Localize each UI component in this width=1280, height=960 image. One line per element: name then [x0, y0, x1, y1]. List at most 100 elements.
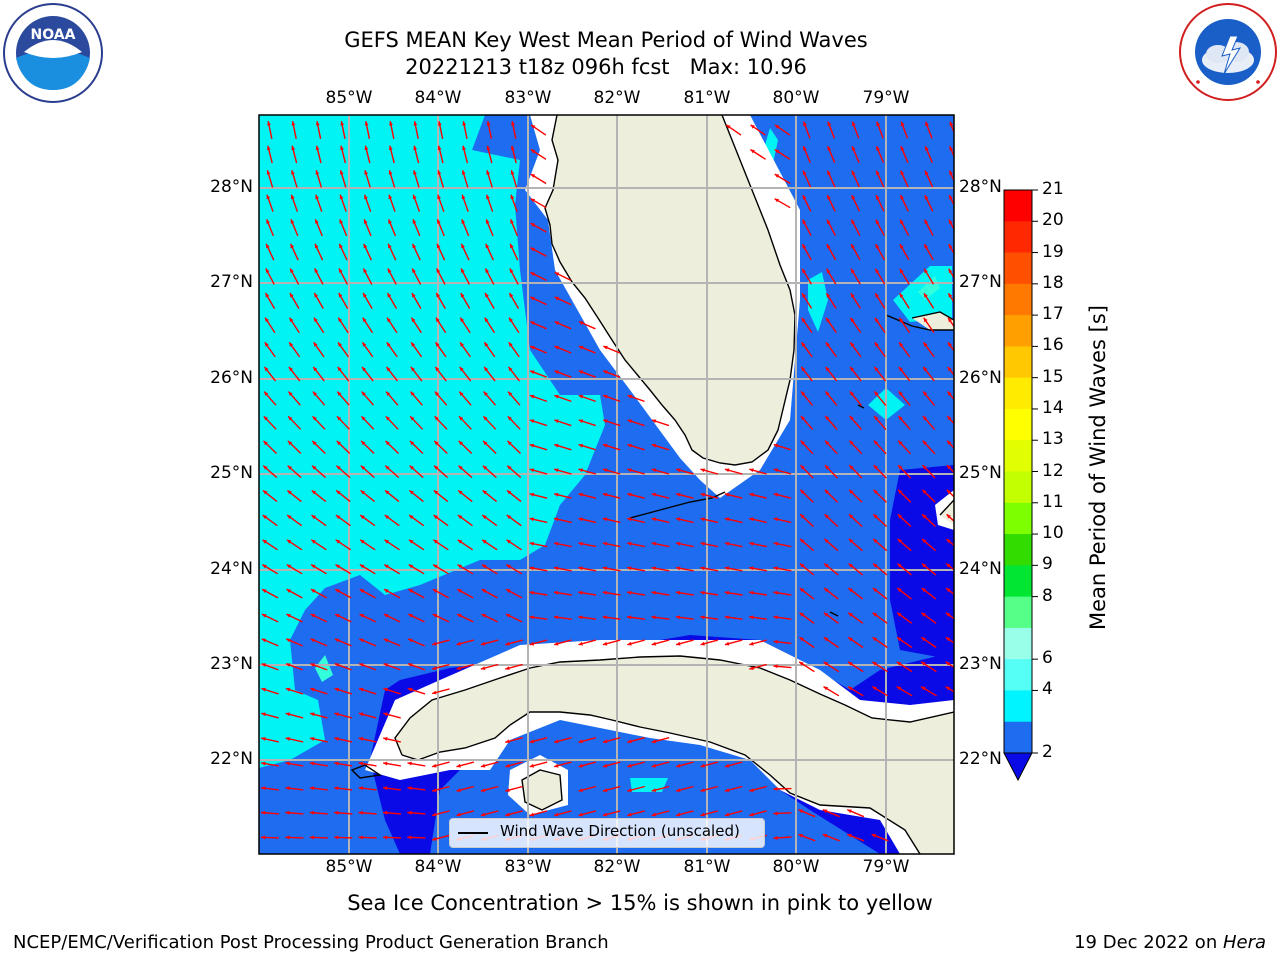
wave-direction-arrowhead	[432, 641, 437, 646]
wave-direction-arrowhead	[803, 170, 807, 176]
wave-direction-arrowhead	[825, 440, 830, 445]
wave-direction-arrowhead	[486, 145, 491, 151]
wave-direction-arrowhead	[602, 517, 608, 522]
wave-direction-arrowhead	[823, 686, 828, 691]
wave-direction-arrowhead	[310, 687, 315, 692]
wave-direction-arrowhead	[457, 564, 462, 569]
wave-direction-arrowhead	[799, 588, 805, 593]
wave-direction-arrowhead	[338, 342, 342, 347]
wave-direction-arrowhead	[851, 195, 856, 200]
wave-direction-arrowhead	[749, 641, 754, 646]
wave-direction-arrowhead	[676, 812, 681, 817]
wave-direction-arrowhead	[947, 391, 952, 396]
wave-direction-arrowhead	[290, 219, 295, 224]
wave-direction-arrowhead	[872, 661, 877, 666]
colorbar-tick-label: 17	[1042, 304, 1064, 325]
wave-direction-arrowhead	[848, 637, 853, 642]
wave-direction-arrowhead	[508, 342, 513, 347]
wave-direction-arrowhead	[359, 589, 365, 593]
wave-direction-arrowhead	[925, 146, 929, 151]
wave-direction-arrowhead	[383, 712, 388, 717]
wave-direction-arrowhead	[262, 589, 267, 593]
wave-direction-arrowhead	[407, 786, 412, 791]
wave-direction-arrowhead	[286, 589, 291, 593]
wave-direction-arrowhead	[949, 170, 953, 176]
tick-label: 24°N	[210, 559, 253, 579]
colorbar-tick-label: 4	[1042, 679, 1053, 700]
wave-direction-arrowhead	[554, 763, 559, 768]
wave-direction-arrowhead	[288, 391, 293, 396]
wave-direction-arrowhead	[386, 391, 391, 396]
wave-direction-arrowhead	[362, 366, 367, 372]
wave-direction-arrowhead	[507, 440, 512, 446]
wave-direction-arrowhead	[261, 810, 266, 815]
wave-direction-arrowhead	[338, 293, 343, 298]
wave-direction-arrowhead	[824, 514, 829, 519]
wave-direction-arrowhead	[266, 145, 271, 151]
wave-direction-arrowhead	[798, 809, 803, 814]
wave-direction-arrowhead	[578, 566, 583, 571]
wave-direction-arrowhead	[340, 121, 345, 126]
period-band-4-6-atlantic	[808, 272, 828, 332]
wave-direction-arrowhead	[335, 564, 340, 569]
wave-direction-arrowhead	[923, 391, 928, 396]
wave-direction-arrowhead	[339, 219, 344, 224]
wave-direction-arrowhead	[263, 416, 268, 421]
land-grand-bahama	[912, 312, 954, 330]
tick-label: 28°N	[959, 177, 1002, 197]
wave-direction-arrowhead	[824, 563, 829, 568]
wave-direction-arrowhead	[700, 641, 705, 646]
wave-direction-arrowhead	[313, 342, 318, 347]
wave-direction-arrowhead	[651, 541, 656, 546]
wave-direction-arrowhead	[505, 641, 510, 646]
wave-direction-arrowhead	[946, 489, 951, 494]
colorbar	[1003, 189, 1038, 782]
wave-direction-arrowhead	[434, 440, 439, 446]
wave-direction-arrowhead	[432, 837, 437, 841]
wave-direction-arrowhead	[800, 489, 805, 494]
wave-direction-arrowhead	[947, 416, 952, 421]
wave-direction-arrowhead	[310, 589, 316, 593]
wave-direction-arrowhead	[874, 317, 879, 323]
wave-direction-arrowhead	[530, 149, 536, 154]
wave-direction-arrowhead	[899, 317, 904, 323]
wave-direction-arrowhead	[311, 539, 316, 544]
wave-direction-arrowhead	[825, 342, 830, 347]
wave-direction-arrowhead	[948, 293, 953, 298]
wave-direction-arrowhead	[531, 124, 536, 129]
wave-direction-arrowhead	[922, 538, 927, 543]
wave-direction-arrowhead	[947, 342, 952, 347]
wave-direction-arrowhead	[433, 539, 438, 544]
colorbar-segment	[1004, 721, 1032, 754]
wave-direction-arrowhead	[578, 812, 583, 817]
wave-direction-arrowhead	[900, 244, 904, 249]
wave-direction-arrowhead	[358, 835, 363, 840]
wave-direction-arrowhead	[265, 268, 270, 273]
colorbar-extend-arrow	[1003, 752, 1033, 782]
wave-direction-arrowhead	[949, 195, 953, 200]
wave-direction-arrowhead	[873, 440, 879, 445]
wave-direction-arrowhead	[578, 492, 583, 497]
wave-direction-arrowhead	[358, 786, 363, 791]
wave-direction-arrowhead	[360, 490, 365, 495]
wave-direction-arrowhead	[336, 490, 341, 495]
chart-title-line2: 20221213 t18z 096h fcst Max: 10.96	[405, 55, 807, 79]
wave-direction-arrowhead	[924, 293, 928, 298]
noaa-logo: NOAA	[2, 2, 104, 104]
wave-direction-arrowhead	[413, 145, 418, 151]
wave-direction-arrowhead	[311, 490, 317, 495]
nws-logo	[1178, 2, 1278, 102]
wave-direction-arrowhead	[285, 761, 290, 766]
wave-direction-arrowhead	[409, 515, 414, 520]
wave-direction-arrowhead	[336, 465, 341, 470]
wave-direction-arrowhead	[876, 195, 880, 200]
wave-direction-arrowhead	[749, 590, 754, 595]
wave-direction-arrowhead	[456, 763, 461, 768]
wave-direction-arrowhead	[897, 637, 902, 642]
wave-direction-arrowhead	[315, 194, 319, 200]
wave-direction-arrowhead	[554, 739, 559, 744]
wave-direction-arrowhead	[361, 440, 366, 446]
wave-direction-arrowhead	[651, 419, 657, 424]
wave-direction-arrowhead	[874, 366, 879, 372]
wave-direction-arrowhead	[897, 538, 902, 543]
